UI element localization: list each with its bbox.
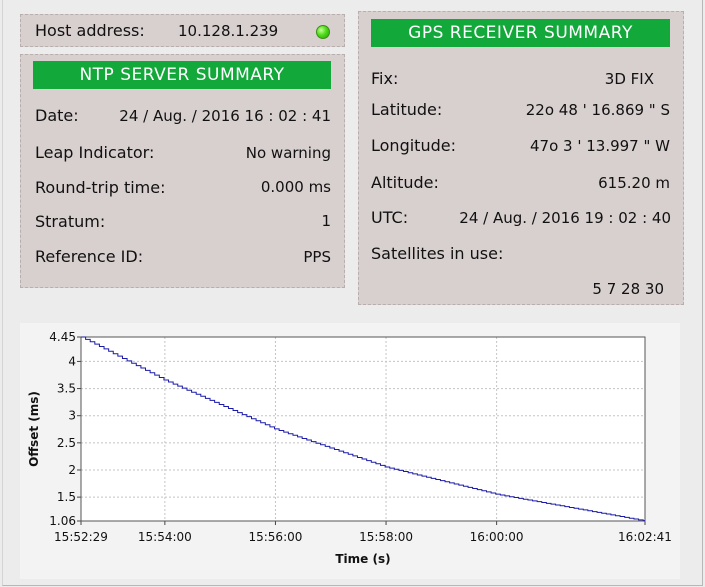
ntp-rtt-value: 0.000 ms bbox=[260, 178, 331, 196]
host-address-value: 10.128.1.239 bbox=[178, 22, 279, 40]
y-tick-label: 3 bbox=[68, 409, 76, 423]
ntp-rtt-label: Round-trip time: bbox=[35, 178, 166, 197]
gps-fix-label: Fix: bbox=[371, 69, 399, 88]
ntp-stratum-value: 1 bbox=[321, 212, 331, 230]
host-address-label: Host address: bbox=[35, 21, 145, 40]
gps-altitude-label: Altitude: bbox=[371, 173, 439, 192]
gps-longitude-label: Longitude: bbox=[371, 136, 456, 155]
gps-panel: GPS RECEIVER SUMMARY Fix: 3D FIX Latitud… bbox=[358, 11, 684, 305]
y-tick-label: 4.45 bbox=[49, 330, 76, 344]
plot-border bbox=[80, 336, 646, 522]
gps-longitude-value: 47o 3 ' 13.997 " W bbox=[530, 137, 670, 155]
ntp-refid-label: Reference ID: bbox=[35, 247, 144, 266]
gps-latitude-value: 22o 48 ' 16.869 " S bbox=[525, 101, 670, 119]
y-axis-label: Offset (ms) bbox=[27, 391, 41, 467]
ntp-summary-title: NTP SERVER SUMMARY bbox=[33, 61, 331, 89]
x-tick-label: 15:56:00 bbox=[248, 530, 302, 544]
x-axis-label: Time (s) bbox=[335, 552, 390, 566]
gps-satellites-label: Satellites in use: bbox=[371, 244, 504, 263]
y-tick-label: 1.5 bbox=[57, 490, 76, 504]
y-tick-label: 4 bbox=[68, 354, 76, 368]
ntp-leap-label: Leap Indicator: bbox=[35, 143, 155, 162]
ntp-date-label: Date: bbox=[35, 106, 79, 125]
offset-series-line bbox=[81, 336, 645, 522]
x-tick-label: 16:00:00 bbox=[470, 530, 524, 544]
gps-altitude-value: 615.20 m bbox=[598, 174, 670, 192]
x-tick-label: 15:52:29 bbox=[54, 530, 108, 544]
status-led-icon bbox=[316, 25, 330, 39]
ntp-panel: NTP SERVER SUMMARY Date: 24 / Aug. / 201… bbox=[20, 54, 345, 288]
offset-chart-svg: 4.45 4 3.5 3 2.5 2 1.5 1.06 15:52:29 15:54:00 15:5… bbox=[27, 330, 672, 566]
host-panel: Host address: 10.128.1.239 bbox=[20, 14, 345, 47]
ntp-leap-value: No warning bbox=[245, 144, 331, 162]
gps-latitude-label: Latitude: bbox=[371, 100, 443, 119]
gps-utc-value: 24 / Aug. / 2016 19 : 02 : 40 bbox=[459, 209, 671, 227]
y-tick-label: 2 bbox=[68, 463, 76, 477]
plot-area bbox=[81, 337, 645, 521]
y-tick-label: 1.06 bbox=[49, 514, 76, 528]
x-tick-label: 16:02:41 bbox=[618, 530, 672, 544]
ntp-stratum-label: Stratum: bbox=[35, 212, 106, 231]
gps-satellites-value: 5 7 28 30 bbox=[592, 280, 664, 298]
gps-fix-value: 3D FIX bbox=[604, 70, 654, 88]
x-tick-label: 15:54:00 bbox=[138, 530, 192, 544]
x-tick-label: 15:58:00 bbox=[359, 530, 413, 544]
offset-chart: 4.45 4 3.5 3 2.5 2 1.5 1.06 15:52:29 15:54:00 15:5… bbox=[20, 323, 680, 579]
ntp-date-value: 24 / Aug. / 2016 16 : 02 : 41 bbox=[119, 107, 331, 125]
y-tick-label: 2.5 bbox=[57, 436, 76, 450]
y-tick-label: 3.5 bbox=[57, 382, 76, 396]
ntp-refid-value: PPS bbox=[303, 248, 331, 266]
gps-summary-title: GPS RECEIVER SUMMARY bbox=[371, 19, 670, 47]
gps-utc-label: UTC: bbox=[371, 208, 409, 227]
